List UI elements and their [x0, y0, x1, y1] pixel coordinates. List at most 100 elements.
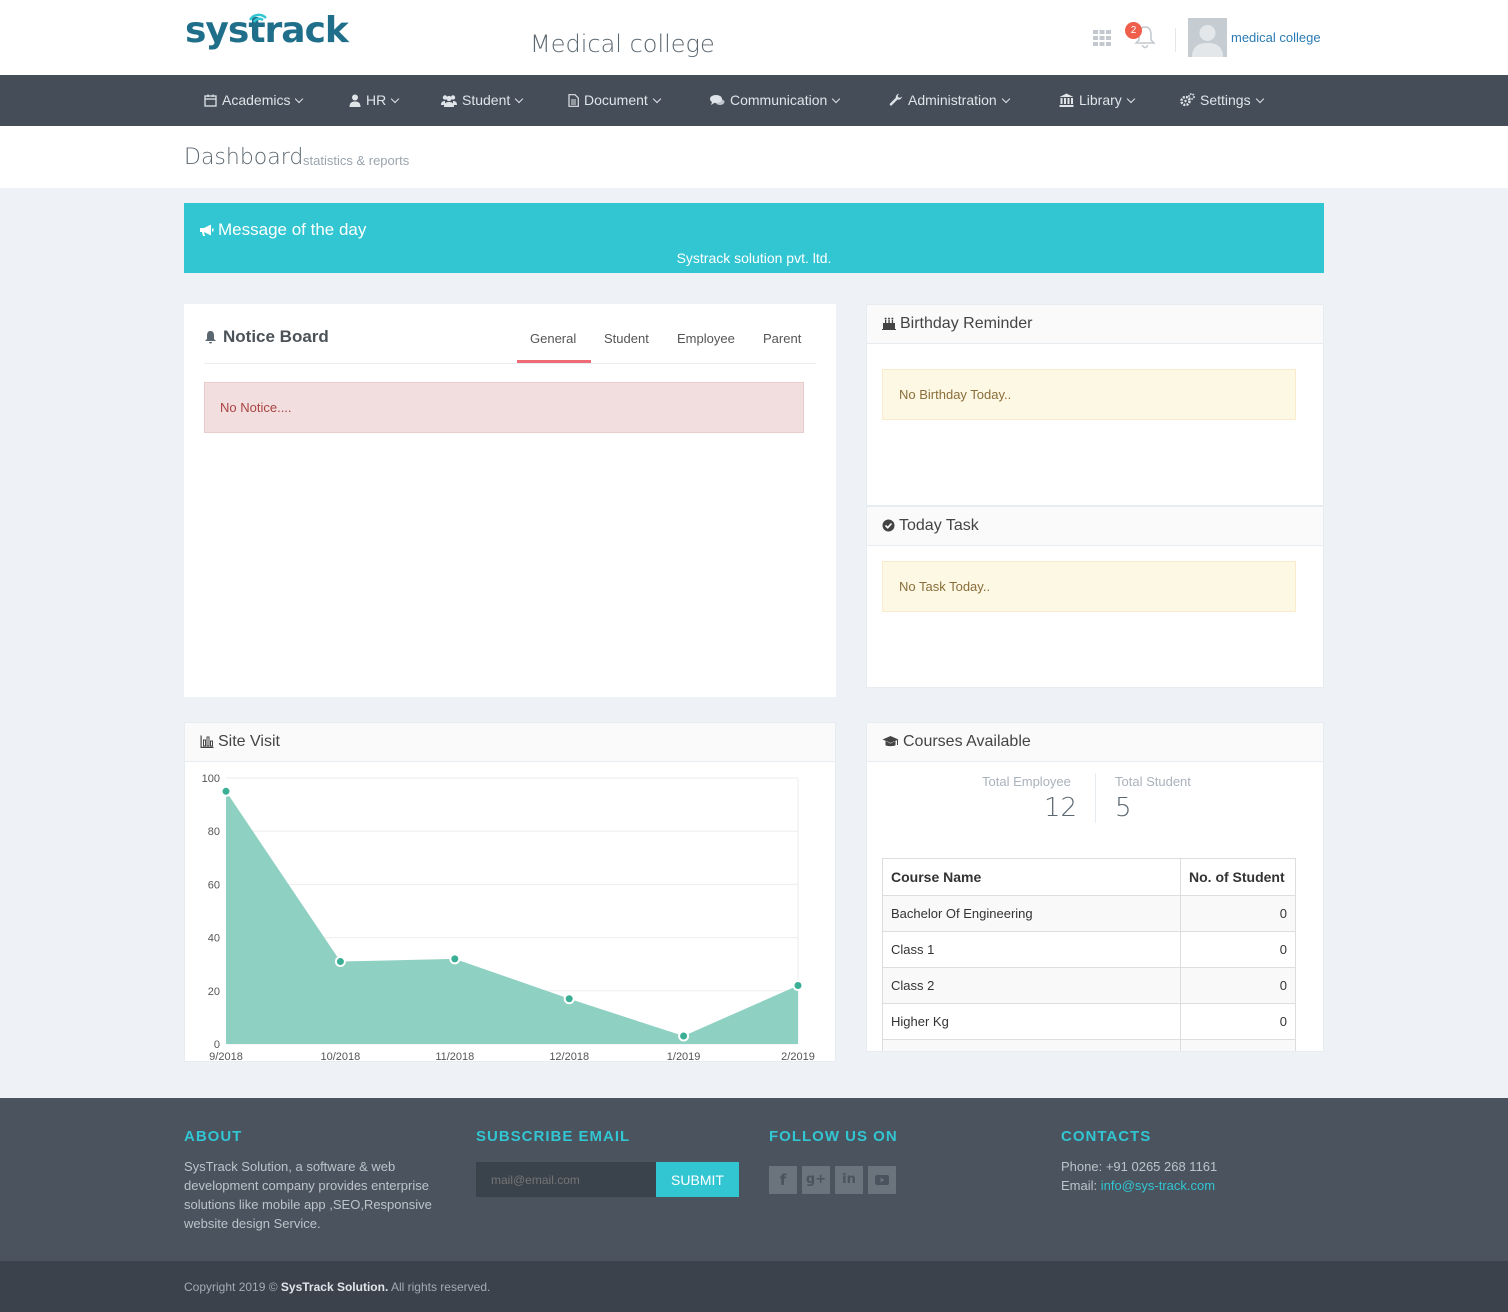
user-silhouette-icon: [1192, 25, 1223, 57]
site-visit-title-text: Site Visit: [218, 733, 280, 750]
x-tick-label: 2/2019: [781, 1051, 815, 1061]
y-tick-label: 60: [208, 879, 220, 891]
course-name-cell: [882, 1039, 1181, 1051]
apps-grid-icon[interactable]: [1093, 30, 1111, 46]
site-visit-header: Site Visit: [185, 723, 835, 762]
systrack-logo[interactable]: systrack: [185, 10, 349, 51]
birthday-panel-title-text: Birthday Reminder: [900, 315, 1033, 332]
chevron-down-icon: [1126, 94, 1136, 104]
linkedin-icon[interactable]: in: [835, 1166, 863, 1194]
page-header: Dashboard statistics & reports: [0, 126, 1508, 188]
courses-panel-title-text: Courses Available: [903, 733, 1031, 750]
data-point: [563, 993, 575, 1005]
nav-hr-label: HR: [366, 92, 387, 108]
google-plus-icon[interactable]: g+: [802, 1166, 830, 1194]
student-count-cell: [1180, 1039, 1296, 1051]
task-panel-header: Today Task: [867, 507, 1323, 546]
chevron-down-icon: [390, 94, 400, 104]
x-tick-label: 12/2018: [549, 1051, 589, 1061]
y-tick-label: 80: [208, 826, 220, 838]
graduation-cap-icon: [882, 736, 899, 747]
nav-library[interactable]: Library: [1059, 75, 1136, 126]
nav-student[interactable]: Student: [441, 75, 524, 126]
copyright-text: Copyright 2019 © SysTrack Solution. All …: [184, 1280, 490, 1294]
x-tick-label: 10/2018: [321, 1051, 361, 1061]
tab-employee[interactable]: Employee: [677, 331, 735, 346]
user-name-link[interactable]: medical college: [1231, 30, 1321, 45]
page-subtitle: statistics & reports: [303, 153, 410, 168]
chevron-down-icon: [1255, 94, 1264, 104]
total-student-label: Total Student: [1115, 774, 1191, 789]
birthday-cake-icon: [882, 317, 896, 330]
no-task-alert: No Task Today..: [882, 561, 1296, 612]
data-point: [678, 1030, 690, 1042]
bank-icon: [1059, 93, 1074, 107]
courses-panel-title: Courses Available: [882, 733, 1031, 751]
motd-text: Systrack solution pvt. ltd.: [676, 250, 832, 266]
nav-document-label: Document: [584, 92, 648, 108]
site-visit-chart: 0 20 40 60 80 100 9/2018 10/2018 11/2018 12/2018 1…: [202, 773, 815, 1061]
footer-follow-heading: FOLLOW US ON: [769, 1128, 898, 1145]
nav-communication[interactable]: Communication: [710, 75, 841, 126]
notice-board-title: Notice Board: [204, 327, 329, 347]
footer-about-text: SysTrack Solution, a software & web deve…: [184, 1159, 432, 1231]
x-tick-label: 11/2018: [435, 1051, 474, 1061]
table-header-row: Course Name No. of Student: [882, 858, 1296, 896]
chevron-down-icon: [1001, 94, 1010, 104]
table-row: [882, 1039, 1296, 1051]
chevron-down-icon: [295, 94, 304, 104]
message-of-the-day: Message of the day Systrack solution pvt…: [184, 203, 1324, 273]
nav-academics[interactable]: Academics: [204, 75, 304, 126]
active-tab-indicator: [517, 360, 591, 363]
notice-board-title-text: Notice Board: [223, 327, 329, 346]
footer-contacts-heading: CONTACTS: [1061, 1128, 1152, 1145]
no-notice-alert: No Notice....: [204, 382, 804, 433]
nav-administration-label: Administration: [908, 92, 997, 108]
task-panel-title-text: Today Task: [899, 517, 979, 534]
total-employee-label: Total Employee: [982, 774, 1071, 789]
data-point: [334, 956, 346, 968]
users-icon: [441, 95, 457, 107]
subscribe-email-input[interactable]: [476, 1162, 656, 1197]
y-tick-label: 20: [208, 986, 220, 998]
notification-bell-button[interactable]: 2: [1125, 22, 1157, 50]
bullhorn-icon: [200, 224, 214, 236]
bar-chart-icon: [200, 735, 214, 748]
course-name-cell: Class 2: [882, 967, 1181, 1004]
courses-table: Course Name No. of Student Bachelor Of E…: [882, 858, 1296, 1051]
tab-student[interactable]: Student: [604, 331, 649, 346]
footer-email-link[interactable]: info@sys-track.com: [1100, 1178, 1216, 1193]
table-row: Higher Kg 0: [882, 1003, 1296, 1040]
chevron-down-icon: [652, 94, 662, 104]
data-point: [792, 979, 804, 991]
table-row: Bachelor Of Engineering 0: [882, 895, 1296, 932]
youtube-icon[interactable]: [868, 1166, 896, 1194]
courses-panel-header: Courses Available: [867, 723, 1323, 762]
nav-settings-label: Settings: [1200, 92, 1251, 108]
total-student-value: 5: [1115, 793, 1132, 823]
user-avatar[interactable]: [1188, 18, 1227, 57]
nav-settings[interactable]: Settings: [1180, 75, 1264, 126]
course-name-cell: Bachelor Of Engineering: [882, 895, 1181, 932]
birthday-panel-header: Birthday Reminder: [867, 305, 1323, 344]
facebook-icon[interactable]: f: [769, 1166, 797, 1194]
motd-title: Message of the day: [199, 220, 366, 240]
subscribe-submit-button[interactable]: SUBMIT: [656, 1162, 739, 1197]
comments-icon: [710, 95, 725, 105]
column-header-course-name: Course Name: [882, 858, 1181, 896]
chevron-down-icon: [515, 94, 524, 104]
copyright-brand: SysTrack Solution.: [280, 1280, 389, 1294]
tab-parent[interactable]: Parent: [763, 331, 802, 346]
top-header: systrack Medical college 2 medical colle…: [0, 0, 1508, 75]
y-tick-label: 100: [202, 773, 220, 785]
no-birthday-alert: No Birthday Today..: [882, 369, 1296, 420]
y-tick-label: 40: [208, 933, 220, 945]
tab-general[interactable]: General: [530, 331, 577, 346]
nav-hr[interactable]: HR: [349, 75, 400, 126]
nav-administration[interactable]: Administration: [889, 75, 1010, 126]
visit-area-series: [226, 791, 798, 1044]
header-divider: [1175, 28, 1176, 52]
nav-document[interactable]: Document: [568, 75, 662, 126]
